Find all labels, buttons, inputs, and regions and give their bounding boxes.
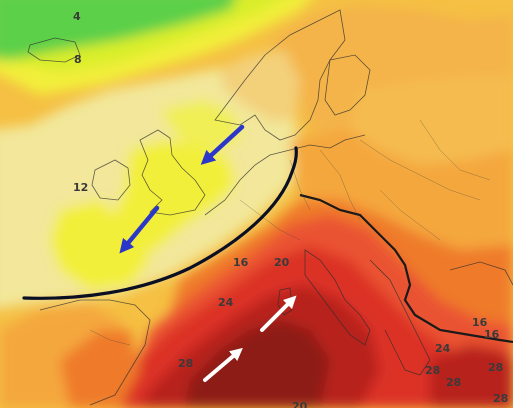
yellow-biscay-zone — [50, 200, 150, 290]
coast-balkans — [369, 259, 431, 376]
green-band — [0, 0, 235, 60]
border-1 — [239, 199, 301, 241]
iberia-red-orange — [60, 330, 140, 408]
label-16-east-b: 16 — [484, 328, 500, 341]
yellow-northsea-zone — [160, 100, 240, 150]
coast-finland — [324, 54, 371, 116]
coast-italy — [304, 249, 371, 346]
warm-air-arrow-lower — [203, 347, 243, 382]
cool-air-arrow-north — [200, 124, 245, 165]
border-5 — [379, 189, 441, 241]
east-med-dark-red — [430, 345, 513, 408]
border-7 — [89, 329, 131, 346]
warm-contour-line — [299, 193, 513, 344]
border-4 — [359, 139, 481, 201]
cool-arrows — [119, 124, 245, 254]
label-28-east-c: 28 — [488, 361, 503, 374]
front-line — [22, 146, 298, 300]
borders — [89, 119, 491, 346]
coast-continent — [204, 134, 366, 216]
coastlines — [27, 9, 513, 406]
label-28-east-b: 28 — [446, 376, 461, 389]
border-6 — [419, 119, 491, 181]
coast-britain — [139, 129, 206, 216]
warm-arrows — [203, 295, 297, 382]
label-28-east-a: 28 — [425, 364, 440, 377]
temperature-labels: 4 8 12 16 20 24 28 16 16 24 28 28 28 28 … — [73, 10, 508, 408]
scandinavia-pale — [220, 50, 300, 120]
label-28-east-d: 28 — [493, 392, 508, 405]
coast-iberia — [39, 299, 151, 406]
label-28-west: 28 — [178, 357, 193, 370]
border-3 — [319, 149, 361, 221]
warm-air-arrow-upper — [260, 295, 297, 332]
coast-iceland — [27, 37, 81, 63]
label-20: 20 — [274, 256, 290, 269]
coast-ireland — [91, 159, 131, 201]
label-24-west: 24 — [218, 296, 234, 309]
east-europe-orange — [350, 75, 513, 165]
coast-sardinia — [277, 287, 293, 316]
deep-red-core — [185, 320, 330, 408]
cool-air-arrow-west — [119, 205, 160, 254]
label-4: 4 — [73, 10, 81, 23]
coast-scandinavia — [214, 9, 346, 141]
label-16-west: 16 — [233, 256, 249, 269]
label-8: 8 — [74, 53, 82, 66]
label-20-bottom: 20 — [292, 400, 308, 408]
yellow-green-band — [0, 0, 282, 72]
label-24-east: 24 — [435, 342, 451, 355]
label-12: 12 — [73, 181, 88, 194]
yellow-band-north — [0, 0, 310, 95]
coast-blacksea — [449, 261, 513, 286]
label-16-east-a: 16 — [472, 316, 488, 329]
